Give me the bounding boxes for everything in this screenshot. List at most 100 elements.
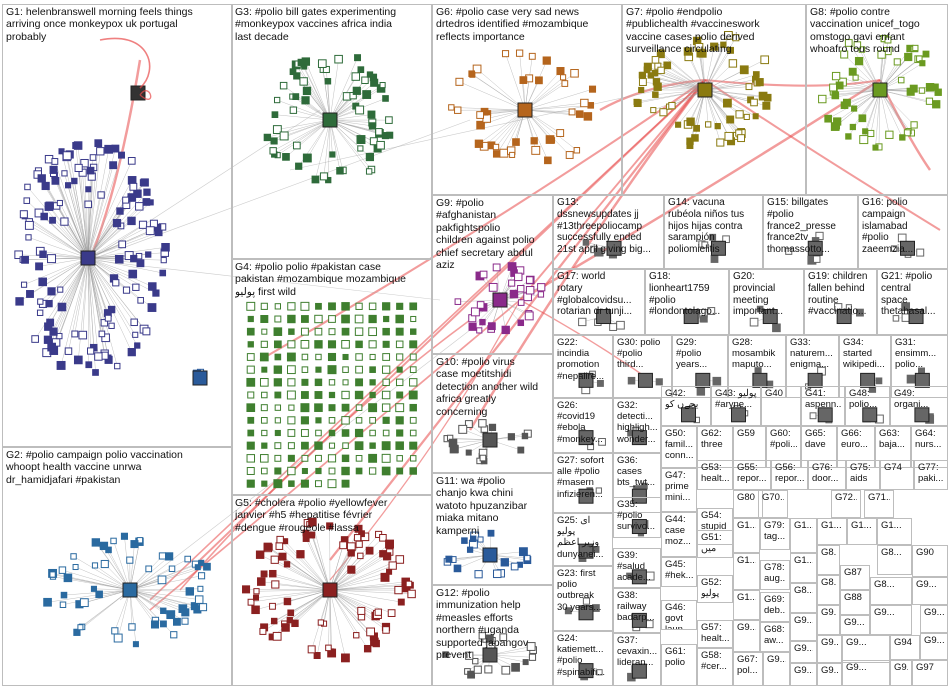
edge [848,42,881,91]
edge [704,89,742,139]
node [274,404,282,411]
node [487,322,496,331]
node [147,199,154,206]
node [508,279,516,287]
group-cell-g36: G36: cases bts_twt... [613,453,661,513]
node [150,620,160,629]
node [840,50,849,59]
edge [297,63,331,121]
group-label: G17: world rotary #globalcovidsu... rota… [557,271,633,318]
node [114,254,124,264]
edge [87,210,121,259]
node [892,315,900,322]
group-cell-g74: G74 [880,460,914,490]
node [91,562,99,569]
node [274,303,282,310]
hub-node [683,309,699,325]
edge [87,257,135,323]
hub-node [578,430,594,446]
node [300,479,309,488]
edge [305,532,331,591]
node [492,143,500,151]
node [342,366,349,373]
cluster [785,231,824,265]
node [410,455,417,462]
node [381,453,391,463]
node [355,340,363,349]
group-label: G48: polio... [849,388,877,411]
node [528,52,536,60]
group-label: G71... [868,492,890,503]
edge [129,589,183,609]
node [255,550,265,559]
node [341,302,350,311]
group-label: G5: #cholera #polio #yellowfever janvier… [235,497,388,534]
node [714,122,721,130]
node [288,328,295,335]
node [71,177,78,185]
node [395,340,404,349]
group-cell-g1x: G1... [790,553,817,583]
group-cell-g64: G64: nurs... [911,426,948,468]
node [287,340,296,349]
node [246,441,255,450]
node [327,340,337,349]
cluster [14,139,170,376]
node [300,403,310,413]
edge [267,546,331,591]
edge [129,589,200,600]
group-cell-g77: G77: paki... [914,460,948,490]
group-cell-g8x: G8... [817,575,840,605]
group-cell-g49: G49: organi... [890,386,948,426]
group-label: G15: billgates #polio france2_presse fra… [767,197,836,256]
node [300,416,309,425]
node [396,455,403,462]
hub-node [322,112,338,128]
node [341,466,350,476]
node [300,327,309,336]
cluster [578,430,606,451]
group-label: G6: #polio case very sad news drtedros i… [436,6,589,43]
node [70,553,77,560]
edge [505,53,526,111]
group-label: G25: ای پولیو وزیر اعظم dunyanei... [557,515,604,560]
node [341,653,350,663]
edge [129,589,137,645]
node [903,129,911,137]
edge [329,589,376,617]
node [501,325,510,335]
edge [87,155,122,259]
node [269,569,277,578]
node [897,76,905,84]
group-cell-g9x: G9... [920,633,948,660]
node [129,182,138,191]
node [501,665,511,675]
node [299,77,308,86]
node [246,365,255,374]
hub-node [596,309,612,325]
cluster [631,519,649,537]
node [507,433,515,441]
cluster [626,569,655,585]
cluster [448,49,597,165]
edge [251,589,331,603]
node [90,585,98,592]
node [524,311,534,321]
node [381,403,391,412]
node [501,50,510,58]
group-label: G42: یجےں کو [665,388,699,411]
edge [255,589,331,598]
group-label: G61: polio [665,646,686,669]
group-cell-g12: G12: #polio immunization help #measles e… [432,585,553,686]
node [127,216,136,226]
node [517,299,525,306]
edge [61,151,89,259]
group-cell-g90: G90 [912,545,948,577]
cluster [752,367,774,389]
node [352,86,361,95]
node [137,297,144,304]
node [663,61,672,70]
node [313,652,321,660]
group-cell-g41: G41: aspenn... [801,386,845,426]
group-cell-g57: G57: healt... [697,620,733,648]
